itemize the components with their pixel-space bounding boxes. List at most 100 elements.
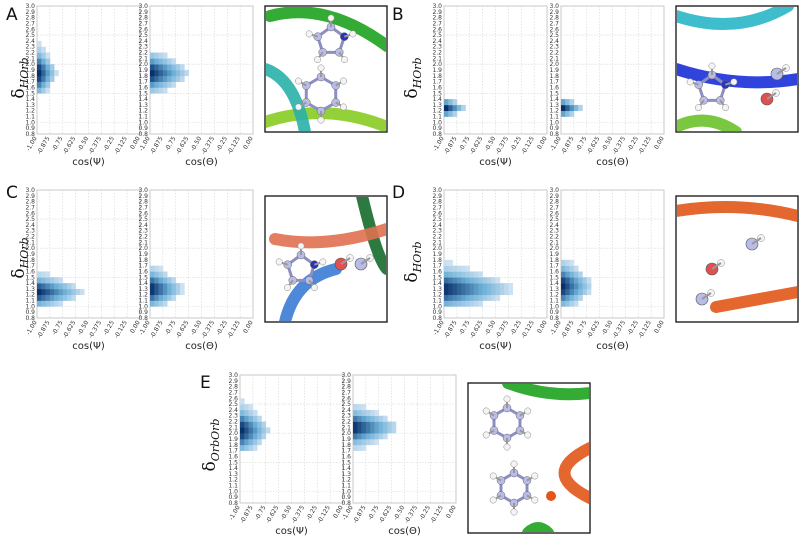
y-tick-label: 2.8: [138, 199, 148, 206]
heatmap-cell: [240, 433, 245, 440]
heatmap-cell: [150, 277, 155, 284]
heatmap-cell: [456, 277, 462, 284]
heatmap-cell: [452, 283, 458, 290]
heatmap-cell: [162, 283, 168, 290]
heatmap-cell: [37, 81, 42, 88]
y-tick-label: 1.6: [228, 453, 238, 460]
y-tick-label: 2.5: [25, 32, 35, 39]
heatmap-cell: [573, 104, 579, 112]
heatmap-cell: [158, 75, 164, 82]
y-tick-label: 2.9: [341, 378, 351, 385]
y-tick-label: 1.7: [138, 263, 148, 270]
heatmap-cell: [361, 409, 367, 417]
heatmap-cell: [565, 277, 570, 284]
heatmap-cell: [478, 277, 483, 284]
y-tick-label: 1.1: [341, 483, 351, 490]
heatmap-cell: [54, 277, 59, 284]
heatmap-cell: [240, 398, 245, 405]
heatmap-cell: [586, 283, 592, 290]
heatmap-cell: [383, 433, 388, 440]
x-tick-label: -0.375: [87, 135, 103, 155]
heatmap-cell: [257, 427, 262, 434]
heatmap-cell: [578, 283, 583, 290]
y-tick-label: 0.9: [341, 494, 351, 501]
heatmap-cell: [383, 415, 388, 422]
heatmap-cell: [162, 271, 168, 278]
y-tick-label: 1.6: [138, 84, 148, 91]
y-tick-label: 0.9: [138, 125, 148, 132]
y-tick-label: 2.7: [549, 204, 559, 211]
heatmap-cell: [54, 70, 59, 77]
heatmap-cell: [482, 294, 488, 301]
heatmap-cell: [569, 110, 575, 117]
y-tick-label: 2.5: [138, 32, 148, 39]
y-axis-label: δHOrb: [402, 241, 424, 282]
x-axis-label: cos(Θ): [185, 341, 218, 352]
heatmap-cell: [353, 415, 358, 422]
heatmap-cell: [469, 283, 475, 290]
y-tick-label: 1.3: [432, 102, 442, 109]
heatmap-cell: [49, 288, 55, 296]
y-tick-label: 2.7: [25, 20, 35, 27]
heatmap-cell: [180, 283, 185, 290]
y-tick-label: 2.6: [432, 26, 442, 33]
heatmap-cell: [150, 300, 155, 307]
heatmap-cell: [248, 444, 254, 451]
y-tick-label: 1.8: [25, 257, 35, 264]
x-tick-label: -0.625: [62, 135, 78, 155]
heatmap-cell: [158, 64, 164, 71]
heatmap-cell: [167, 70, 172, 77]
x-tick-label: -0.125: [113, 135, 129, 155]
y-tick-label: 3.0: [432, 187, 442, 194]
y-tick-label: 3.0: [549, 3, 559, 10]
heatmap-cell: [482, 288, 488, 296]
x-tick-label: -0.875: [560, 319, 576, 339]
y-tick-label: 1.5: [432, 274, 442, 281]
heatmap-cell: [565, 271, 570, 278]
heatmap-cell: [49, 70, 55, 77]
heatmap-cell: [573, 277, 579, 284]
y-tick-label: 1.3: [432, 286, 442, 293]
heatmap-cell: [45, 58, 51, 65]
y-tick-label: 2.2: [25, 234, 35, 241]
heatmap-cell: [162, 300, 168, 307]
heatmap-cell: [569, 99, 575, 106]
y-tick-label: 1.7: [432, 263, 442, 270]
heatmap-cell: [171, 288, 177, 296]
heatmap-cell: [491, 294, 496, 301]
x-tick-label: -0.625: [469, 319, 485, 339]
y-tick-label: 2.1: [549, 55, 559, 62]
heatmap-cell: [37, 64, 42, 71]
y-tick-label: 2.0: [138, 61, 148, 68]
heatmap-cell: [357, 433, 362, 440]
y-tick-label: 1.8: [549, 257, 559, 264]
y-tick-label: 1.3: [138, 286, 148, 293]
heatmap-cell: [175, 288, 181, 296]
x-tick-label: -0.125: [520, 135, 536, 155]
y-tick-label: 2.1: [341, 424, 351, 431]
heatmap-cell: [486, 288, 492, 296]
heatmap-cell: [452, 300, 458, 307]
heatmap-cell: [452, 104, 458, 112]
panel-label: D: [392, 183, 405, 203]
heatmap-cell: [448, 271, 453, 278]
amide-hydroxyl-render-icon: [675, 195, 799, 323]
y-tick-label: 2.6: [25, 26, 35, 33]
heatmap-cell: [357, 404, 362, 411]
heatmap-cell: [162, 277, 168, 284]
heatmap-cell: [167, 288, 172, 296]
y-tick-label: 2.3: [432, 228, 442, 235]
heatmap-cell: [478, 294, 483, 301]
y-tick-label: 2.3: [549, 44, 559, 51]
heatmap-cell: [561, 300, 566, 307]
heatmap-cell: [154, 294, 159, 301]
imidazole-hydroxyl-render-icon: [675, 5, 799, 133]
x-tick-label: 0.00: [653, 319, 666, 334]
heatmap-cell: [154, 70, 159, 77]
heatmap-cell: [370, 421, 375, 428]
y-tick-label: 2.5: [228, 401, 238, 408]
heatmap-cell: [508, 288, 514, 296]
y-tick-label: 1.8: [25, 73, 35, 80]
heatmap-cell: [353, 439, 358, 446]
